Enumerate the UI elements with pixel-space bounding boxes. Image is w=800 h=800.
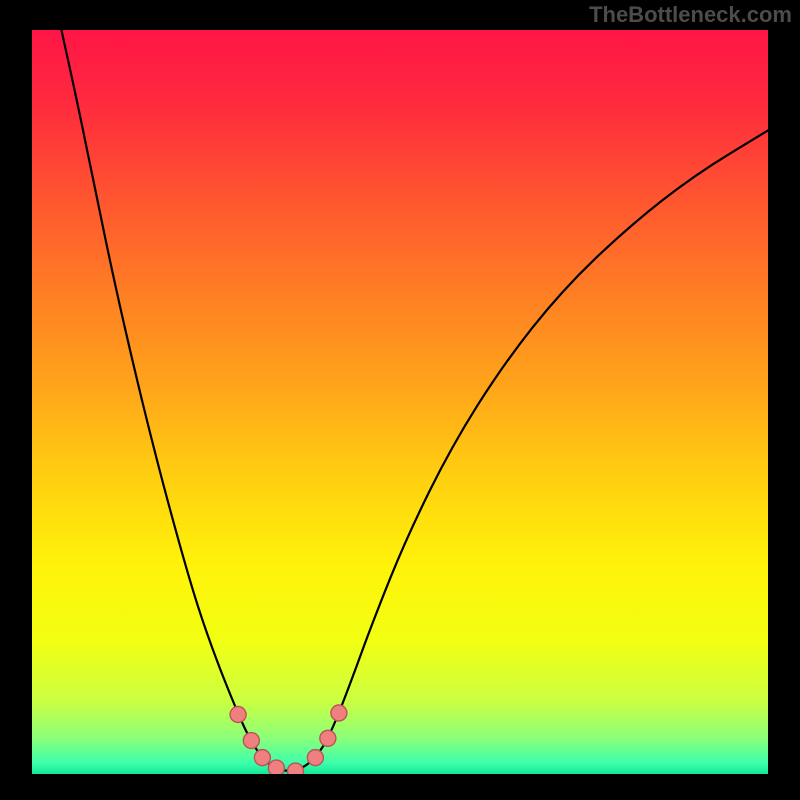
chart-outer: TheBottleneck.com	[0, 0, 800, 800]
marker-point	[230, 706, 246, 722]
marker-point	[243, 733, 259, 749]
marker-point	[320, 730, 336, 746]
marker-point	[307, 750, 323, 766]
marker-point	[268, 760, 284, 774]
marker-point	[254, 750, 270, 766]
marker-point	[287, 763, 303, 774]
watermark-text: TheBottleneck.com	[589, 2, 792, 28]
plot-area	[32, 30, 768, 774]
marker-point	[331, 705, 347, 721]
